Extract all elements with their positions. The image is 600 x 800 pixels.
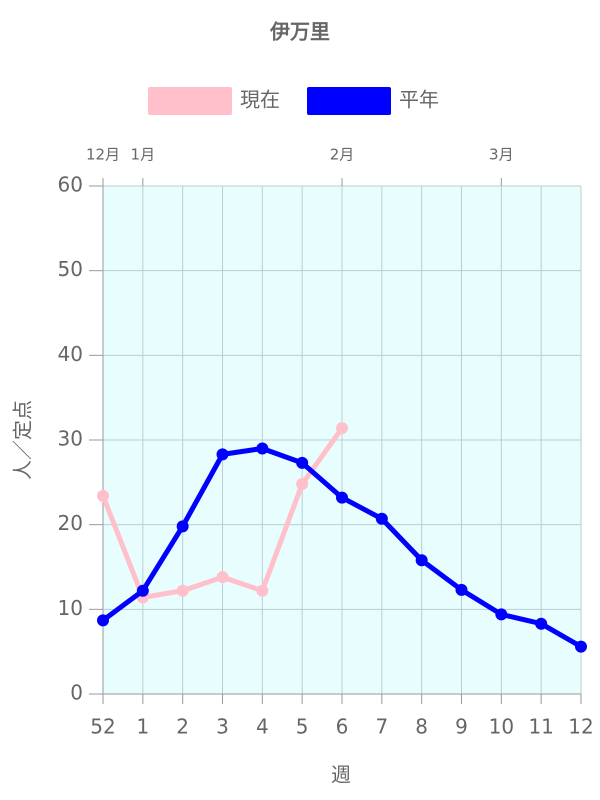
y-tick-label: 0 xyxy=(70,681,83,705)
x-tick-label: 8 xyxy=(415,715,428,739)
top-tick-label: 1月 xyxy=(131,146,156,164)
data-point xyxy=(176,520,189,533)
legend-swatch xyxy=(307,87,391,115)
x-tick-label: 2 xyxy=(176,715,189,739)
x-tick-label: 9 xyxy=(455,715,468,739)
x-tick-label: 4 xyxy=(256,715,269,739)
y-tick-label: 10 xyxy=(58,596,83,620)
x-tick-label: 52 xyxy=(90,715,115,739)
chart-title: 伊万里 xyxy=(269,20,330,44)
data-point xyxy=(256,584,269,597)
data-point xyxy=(455,583,468,596)
legend-label: 現在 xyxy=(240,88,280,112)
data-point xyxy=(296,478,309,491)
x-tick-label: 1 xyxy=(136,715,149,739)
x-tick-label: 6 xyxy=(336,715,349,739)
legend-swatch xyxy=(148,87,232,115)
y-tick-label: 20 xyxy=(58,511,83,535)
data-point xyxy=(256,442,269,455)
data-point xyxy=(176,584,189,597)
data-point xyxy=(535,617,548,630)
top-tick-label: 3月 xyxy=(489,146,514,164)
data-point xyxy=(575,640,587,653)
y-axis-label: 人／定点 xyxy=(11,400,35,480)
data-point xyxy=(97,614,109,627)
data-point xyxy=(216,571,229,584)
data-point xyxy=(495,608,508,621)
data-point xyxy=(296,456,309,469)
y-tick-label: 60 xyxy=(58,173,83,197)
data-point xyxy=(97,489,109,502)
x-tick-label: 5 xyxy=(296,715,309,739)
y-tick-label: 50 xyxy=(58,257,83,281)
x-tick-label: 12 xyxy=(568,715,593,739)
data-point xyxy=(216,448,229,461)
top-tick-label: 2月 xyxy=(330,146,355,164)
data-point xyxy=(336,491,348,504)
data-point xyxy=(415,554,428,567)
x-tick-label: 7 xyxy=(375,715,388,739)
x-tick-label: 3 xyxy=(216,715,229,739)
legend-label: 平年 xyxy=(399,88,439,112)
data-point xyxy=(136,584,149,597)
y-tick-label: 30 xyxy=(58,427,83,451)
top-tick-label: 12月 xyxy=(86,146,120,164)
x-axis-label: 週 xyxy=(331,763,351,787)
x-tick-label: 11 xyxy=(528,715,553,739)
data-point xyxy=(336,422,348,435)
data-point xyxy=(375,512,388,525)
y-tick-label: 40 xyxy=(58,342,83,366)
x-tick-label: 10 xyxy=(489,715,514,739)
